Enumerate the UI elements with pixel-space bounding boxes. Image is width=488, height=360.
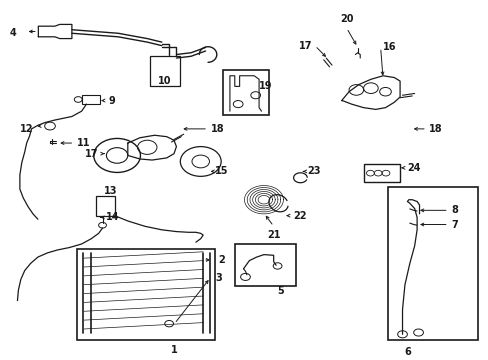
Bar: [81, 95, 100, 104]
Bar: [77, 249, 215, 339]
Bar: [363, 164, 399, 182]
Text: 3: 3: [215, 273, 222, 283]
Text: 16: 16: [382, 42, 396, 53]
Bar: [149, 56, 180, 86]
Text: 24: 24: [407, 163, 420, 173]
Bar: [222, 71, 268, 115]
Text: 19: 19: [259, 81, 272, 91]
Text: 1: 1: [170, 345, 177, 355]
Text: 23: 23: [307, 166, 321, 176]
Text: 2: 2: [217, 255, 224, 265]
Text: 17: 17: [85, 149, 99, 159]
Text: 10: 10: [157, 76, 171, 86]
Text: 15: 15: [215, 166, 228, 176]
Text: 22: 22: [292, 211, 306, 221]
Text: 9: 9: [108, 95, 115, 105]
Text: 6: 6: [403, 347, 410, 357]
Text: 5: 5: [277, 287, 284, 297]
Text: 21: 21: [266, 230, 280, 240]
Text: 18: 18: [210, 124, 224, 134]
Bar: [387, 187, 477, 339]
Text: 7: 7: [450, 220, 457, 230]
Text: 18: 18: [428, 124, 442, 134]
Text: 8: 8: [450, 205, 457, 215]
Text: 13: 13: [104, 186, 117, 196]
Text: 14: 14: [106, 212, 119, 222]
Text: 11: 11: [77, 138, 90, 148]
Text: 12: 12: [20, 124, 33, 134]
Text: 17: 17: [299, 41, 312, 51]
Bar: [96, 196, 115, 216]
Text: 4: 4: [9, 28, 16, 38]
Bar: [234, 244, 295, 287]
Text: 20: 20: [339, 14, 353, 24]
